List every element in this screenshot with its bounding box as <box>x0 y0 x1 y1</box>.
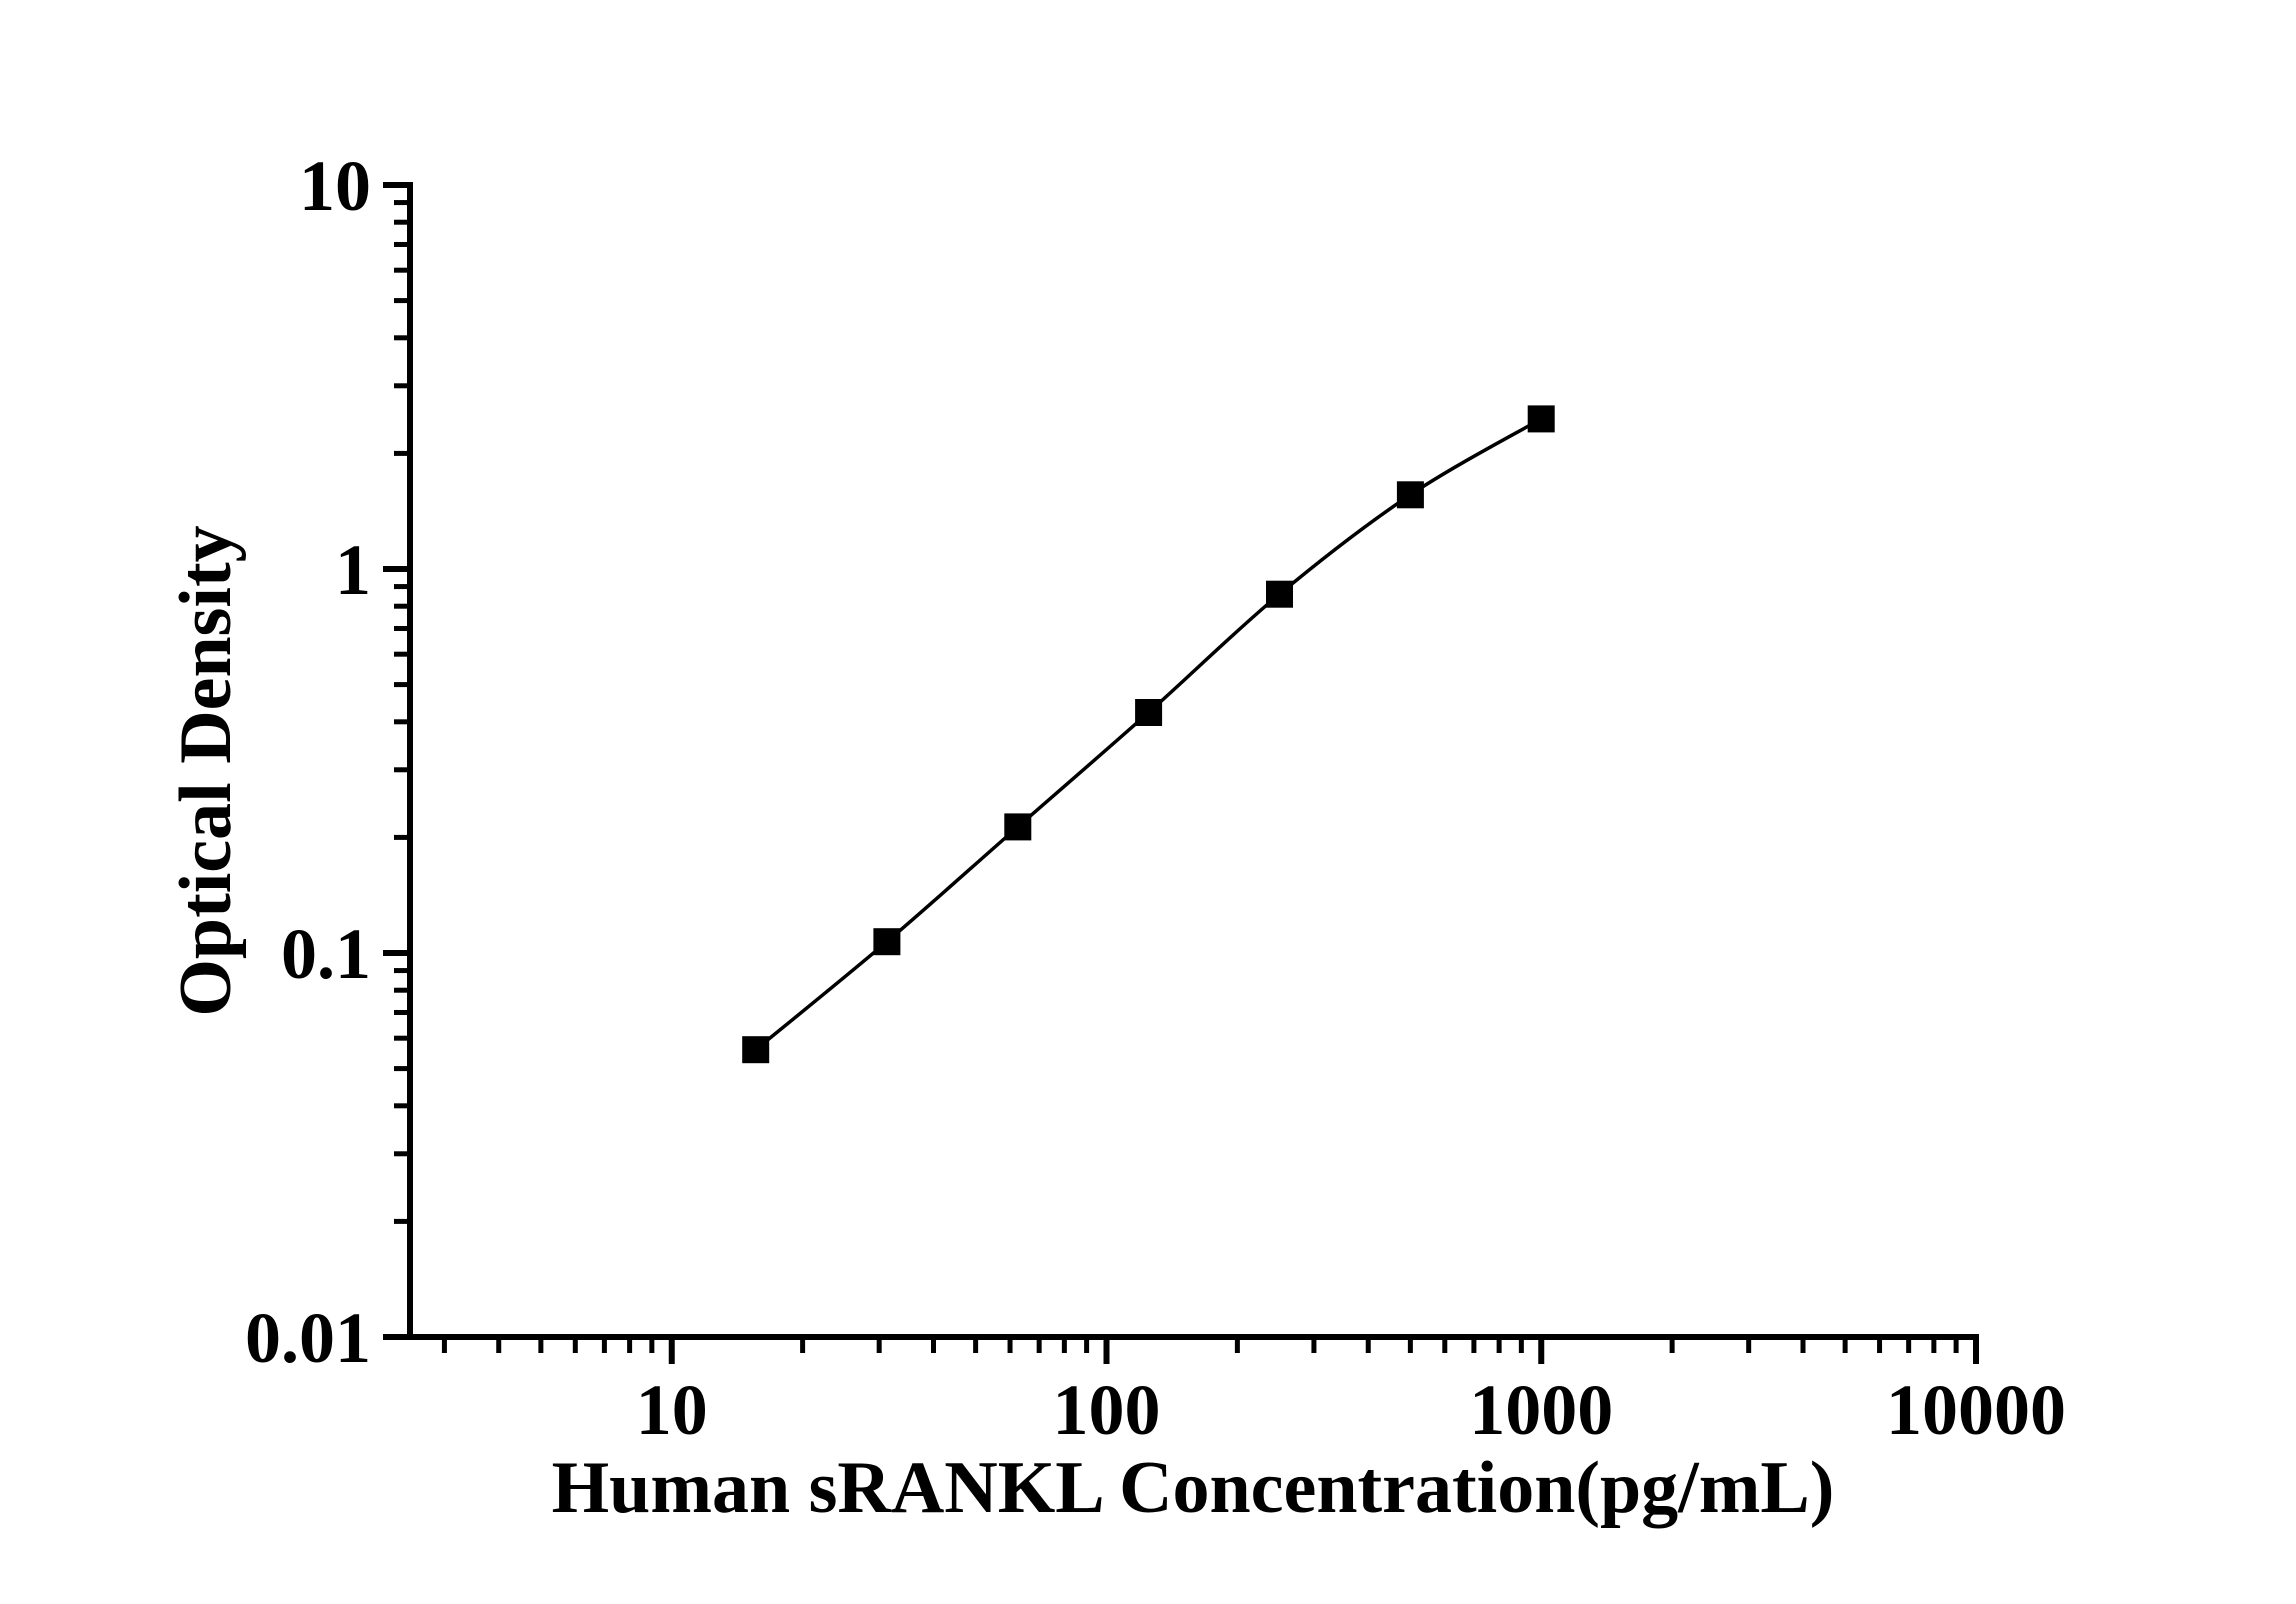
y-tick-label: 0.1 <box>281 914 371 994</box>
data-point-marker <box>1266 580 1293 608</box>
y-tick-label: 0.01 <box>245 1298 371 1378</box>
data-point-marker <box>1527 405 1555 433</box>
x-tick-label: 1000 <box>1469 1370 1613 1450</box>
series-layer <box>742 405 1555 1064</box>
y-axis-title: Optical Density <box>165 525 247 1016</box>
y-tick-label: 1 <box>335 530 371 610</box>
x-axis-title: Human sRANKL Concentration(pg/mL) <box>552 1447 1835 1529</box>
data-point-marker <box>1004 813 1032 841</box>
x-tick-label: 10000 <box>1886 1370 2066 1450</box>
x-tick-label: 10 <box>636 1370 708 1450</box>
axis-spine <box>407 182 1979 1340</box>
data-point-marker <box>873 928 901 956</box>
data-point-marker <box>1396 481 1424 509</box>
y-tick-label: 10 <box>299 146 371 226</box>
data-point-marker <box>1135 699 1163 726</box>
axes-layer: 10 100 1000 10000 10 1 0.1 0.01 <box>245 146 2066 1450</box>
x-tick-label: 100 <box>1052 1370 1160 1450</box>
data-point-marker <box>742 1036 770 1064</box>
